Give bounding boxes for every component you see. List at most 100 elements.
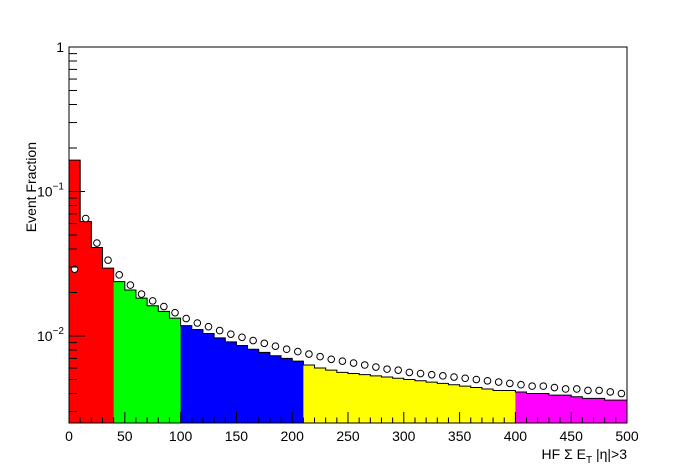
data-point-marker (137, 290, 146, 298)
x-tick-label: 350 (448, 428, 472, 444)
y-tick-label: 1 (56, 39, 64, 55)
histogram-bar (448, 384, 460, 423)
histogram-bar (292, 361, 304, 423)
data-point-marker (126, 281, 135, 289)
data-point-marker (439, 372, 447, 380)
histogram-bar (526, 393, 539, 423)
histogram-bar (225, 341, 237, 423)
data-markers (70, 214, 626, 398)
histogram-bar (537, 393, 550, 423)
data-point-marker (383, 365, 391, 373)
histogram-bar (147, 305, 159, 423)
x-tick-label: 500 (615, 428, 639, 444)
data-point-marker (561, 385, 570, 393)
histogram-bar (281, 358, 293, 423)
histogram-bar (102, 268, 115, 423)
x-axis-tick-labels: 0 50 100 150 200 250 300 350 400 450 500 (65, 428, 639, 444)
data-point-marker (528, 382, 536, 390)
data-point-marker (606, 388, 615, 396)
x-tick-label: 450 (560, 428, 584, 444)
histogram-bar (214, 337, 226, 423)
histogram-bar (437, 383, 449, 423)
data-point-marker (327, 355, 336, 364)
data-point-marker (360, 361, 369, 369)
histogram-bar (548, 395, 561, 423)
x-tick-label: 0 (65, 428, 73, 444)
histogram-bar (91, 247, 103, 423)
data-point-marker (349, 359, 358, 367)
histogram-bar (124, 290, 137, 423)
data-point-marker (394, 366, 403, 374)
x-tick-label: 400 (504, 428, 528, 444)
histogram-bar (325, 370, 338, 423)
data-point-marker (148, 297, 157, 305)
histogram-bar (403, 379, 416, 423)
histogram-bar (113, 281, 126, 423)
histogram-bar (493, 390, 505, 423)
x-tick-label: 50 (117, 428, 133, 444)
histogram-bar (348, 373, 360, 423)
data-point-marker (450, 373, 458, 381)
histogram-bar (604, 400, 617, 423)
data-point-marker (550, 383, 559, 392)
data-point-marker (416, 369, 425, 378)
data-point-marker (539, 382, 548, 390)
data-point-marker (427, 370, 436, 379)
histogram-bar (80, 221, 92, 423)
histogram-bar (180, 325, 193, 423)
histogram-bar (593, 398, 606, 423)
histogram-bar (426, 382, 438, 423)
histogram-bar (191, 329, 204, 423)
data-point-marker (204, 322, 213, 331)
histogram-bar (169, 318, 181, 423)
histogram-bar (258, 352, 271, 423)
data-point-marker (249, 336, 257, 345)
data-point-marker (461, 374, 469, 383)
histogram-bar (515, 391, 527, 423)
histogram-bar (336, 372, 349, 423)
data-point-marker (494, 378, 503, 386)
x-tick-label: 100 (169, 428, 193, 444)
histogram-bar (504, 390, 516, 423)
data-point-marker (405, 368, 414, 377)
histogram-bar (571, 396, 583, 423)
data-point-marker (483, 376, 492, 385)
data-point-marker (338, 357, 347, 365)
data-point-marker (171, 308, 179, 317)
histogram-bar (135, 298, 148, 423)
data-point-marker (472, 375, 481, 384)
data-point-marker (260, 339, 269, 348)
data-point-marker (182, 314, 190, 323)
histogram-bar (236, 345, 248, 423)
data-point-marker (572, 385, 581, 393)
data-point-marker (617, 389, 626, 398)
histogram-bar (314, 368, 327, 423)
x-tick-label: 250 (336, 428, 360, 444)
y-axis-ticks (69, 46, 85, 413)
data-point-marker (93, 239, 101, 247)
histogram-bar (459, 386, 472, 423)
histogram-bar (359, 374, 371, 423)
histogram-bar (392, 378, 405, 423)
histogram-bar (414, 380, 427, 423)
data-point-marker (595, 386, 603, 395)
data-point-marker (506, 379, 514, 388)
data-point-marker (517, 380, 525, 389)
data-point-marker (193, 319, 202, 327)
x-axis-title: HF Σ ET |η|>3 (542, 446, 628, 466)
histogram-bar (158, 311, 170, 423)
data-point-marker (81, 214, 90, 223)
histogram-bar (69, 160, 81, 423)
histogram-bar (615, 400, 628, 423)
data-point-marker (227, 330, 235, 338)
data-point-marker (584, 386, 592, 395)
histogram-bar (582, 398, 594, 423)
data-point-marker (305, 350, 313, 358)
x-tick-label: 300 (392, 428, 416, 444)
histogram-bar (560, 395, 572, 423)
y-tick-label: 10−1 (37, 182, 64, 200)
data-point-marker (215, 326, 224, 335)
y-tick-label: 10−2 (37, 326, 64, 344)
x-tick-label: 150 (225, 428, 249, 444)
data-point-marker (115, 271, 124, 279)
